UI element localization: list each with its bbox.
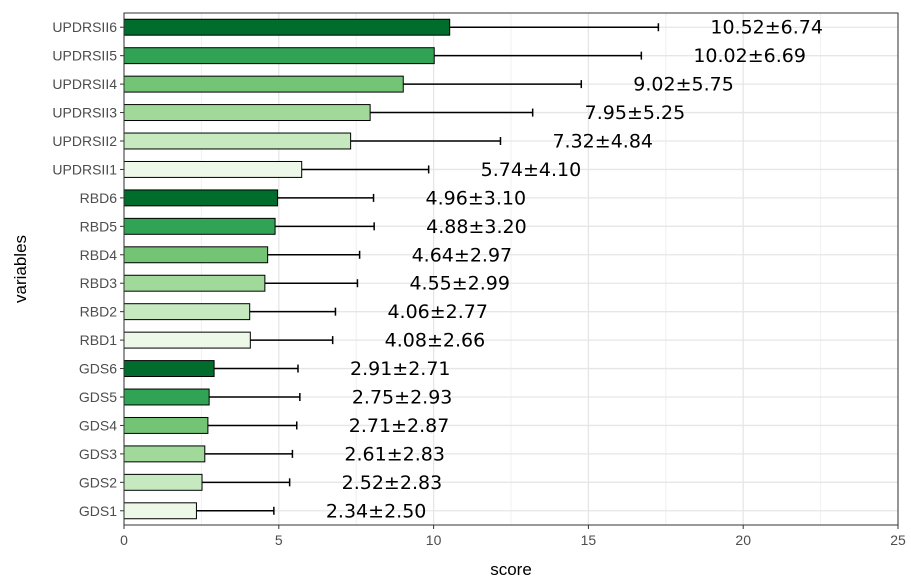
bar-rbd3 <box>123 274 266 292</box>
bar-gds3 <box>123 445 206 463</box>
x-axis-title: score <box>490 560 532 579</box>
bar-rbd5 <box>123 217 276 235</box>
bar-gds5 <box>123 388 210 406</box>
x-tick-label-10: 10 <box>426 532 442 548</box>
data-label-rbd3: 4.55±2.99 <box>409 273 510 295</box>
bar-gds6 <box>123 360 215 378</box>
x-tick-label-25: 25 <box>890 532 906 548</box>
data-label-rbd4: 4.64±2.97 <box>412 244 513 266</box>
y-tick-label-updrsii4: UPDRSII4 <box>52 76 117 92</box>
x-tick-label-5: 5 <box>275 532 283 548</box>
y-tick-label-gds5: GDS5 <box>79 389 117 405</box>
y-tick-label-updrsii1: UPDRSII1 <box>52 161 117 177</box>
y-tick-label-rbd5: RBD5 <box>80 218 118 234</box>
data-label-gds4: 2.71±2.87 <box>349 415 450 437</box>
y-tick-label-gds1: GDS1 <box>79 503 117 519</box>
y-tick-label-updrsii2: UPDRSII2 <box>52 133 117 149</box>
bar-updrsii2 <box>123 132 352 150</box>
data-label-gds1: 2.34±2.50 <box>326 500 427 522</box>
data-label-rbd2: 4.06±2.77 <box>387 301 488 323</box>
bar-rbd2 <box>123 303 251 321</box>
y-tick-label-rbd6: RBD6 <box>80 190 118 206</box>
bar-updrsii1 <box>123 160 303 178</box>
y-axis-ticks: UPDRSII6 UPDRSII5 UPDRSII4 UPDRSII3 UPDRSII2… <box>52 19 124 519</box>
x-tick-label-15: 15 <box>581 532 597 548</box>
x-axis-ticks: 0 5 10 15 20 25 <box>120 525 906 548</box>
bar-rbd4 <box>123 246 269 264</box>
y-tick-label-rbd3: RBD3 <box>80 275 118 291</box>
bar-gds4 <box>123 416 209 434</box>
y-tick-label-rbd1: RBD1 <box>80 332 118 348</box>
data-label-gds3: 2.61±2.83 <box>344 443 445 465</box>
data-label-gds2: 2.52±2.83 <box>342 472 443 494</box>
y-axis-title: variables <box>11 235 30 303</box>
x-tick-label-20: 20 <box>735 532 751 548</box>
y-tick-label-updrsii6: UPDRSII6 <box>52 19 117 35</box>
y-tick-label-gds6: GDS6 <box>79 361 117 377</box>
bar-updrsii5 <box>123 47 435 65</box>
data-label-rbd6: 4.96±3.10 <box>426 187 527 209</box>
data-label-updrsii4: 9.02±5.75 <box>633 74 734 96</box>
error-bars <box>196 23 660 515</box>
bars <box>123 18 451 520</box>
bar-gds2 <box>123 473 203 491</box>
data-label-rbd5: 4.88±3.20 <box>426 216 527 238</box>
bar-gds1 <box>123 502 197 520</box>
x-tick-label-0: 0 <box>120 532 128 548</box>
y-tick-label-rbd4: RBD4 <box>80 247 118 263</box>
data-label-updrsii2: 7.32±4.84 <box>552 131 653 153</box>
bar-updrsii4 <box>123 75 404 93</box>
bar-updrsii3 <box>123 104 371 122</box>
data-label-updrsii6: 10.52±6.74 <box>710 17 823 39</box>
y-tick-label-rbd2: RBD2 <box>80 304 118 320</box>
data-label-rbd1: 4.08±2.66 <box>385 330 486 352</box>
data-label-gds5: 2.75±2.93 <box>352 387 453 409</box>
y-tick-label-gds4: GDS4 <box>79 417 117 433</box>
data-label-updrsii3: 7.95±5.25 <box>585 102 686 124</box>
data-label-updrsii1: 5.74±4.10 <box>481 159 582 181</box>
data-label-updrsii5: 10.02±6.69 <box>693 45 806 67</box>
panel-border <box>123 12 899 526</box>
y-tick-label-gds3: GDS3 <box>79 446 117 462</box>
y-tick-label-updrsii3: UPDRSII3 <box>52 105 117 121</box>
bar-rbd1 <box>123 331 251 349</box>
y-tick-label-updrsii5: UPDRSII5 <box>52 48 117 64</box>
bar-rbd6 <box>123 189 279 207</box>
data-label-gds6: 2.91±2.71 <box>350 358 451 380</box>
bar-updrsii6 <box>123 18 451 36</box>
y-tick-label-gds2: GDS2 <box>79 474 117 490</box>
data-labels: 10.52±6.74 10.02±6.69 9.02±5.75 7.95±5.25 7.… <box>326 17 823 523</box>
